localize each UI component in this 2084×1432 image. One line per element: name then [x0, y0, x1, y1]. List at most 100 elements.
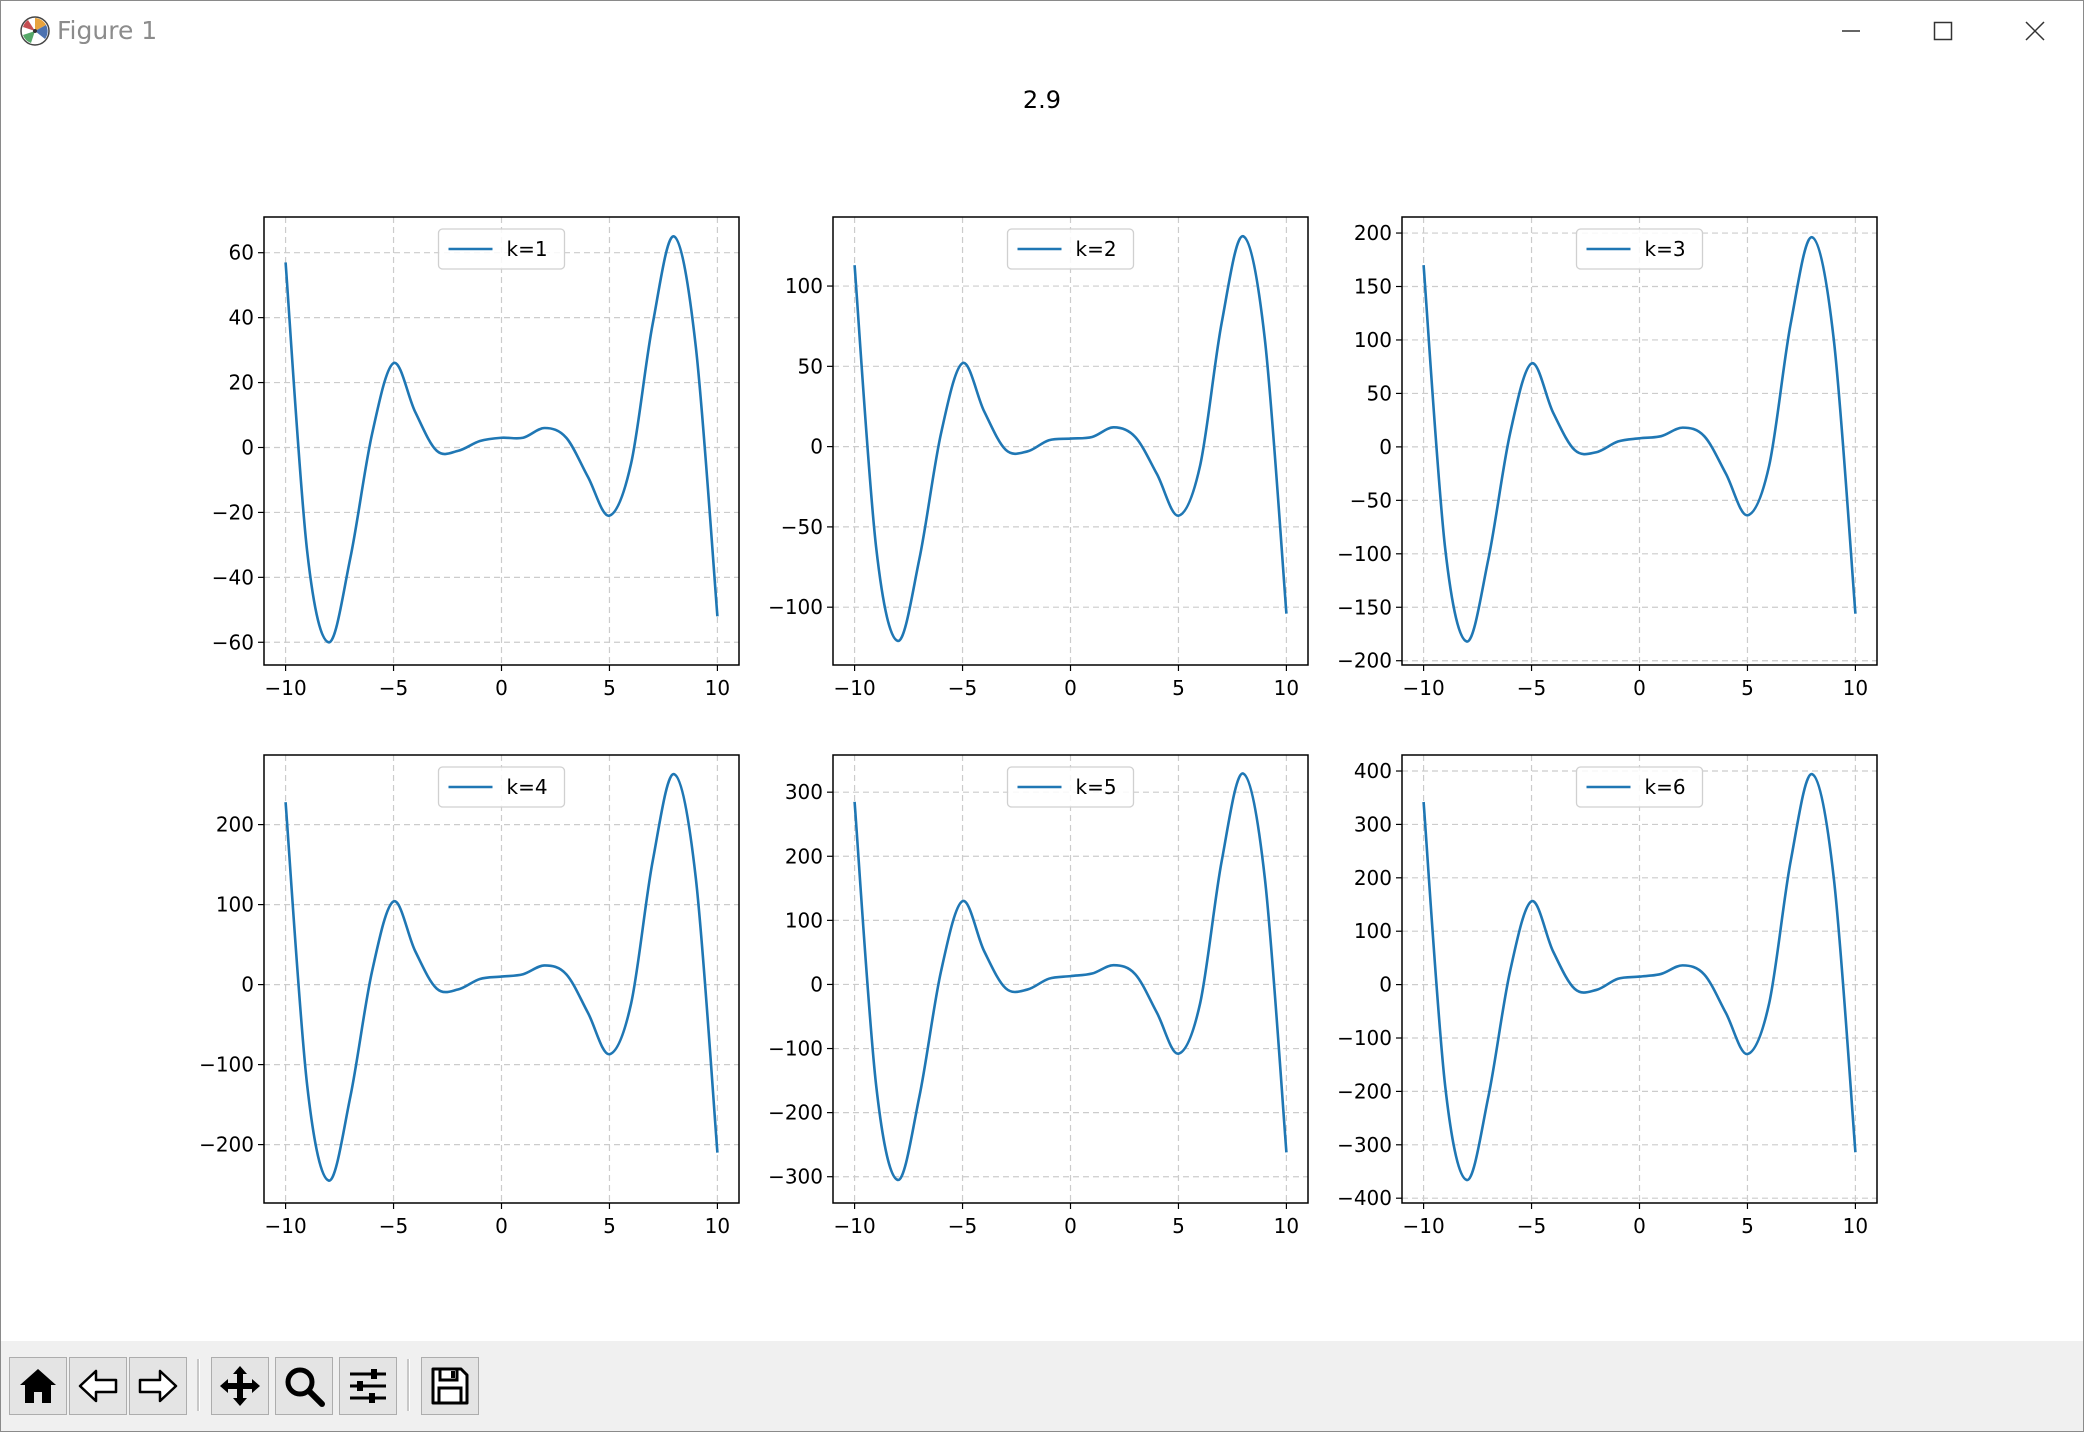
y-tick-label: −200: [1337, 649, 1392, 673]
close-button[interactable]: [1989, 1, 2081, 61]
x-tick-label: 0: [1633, 1214, 1646, 1238]
y-tick-label: −50: [781, 515, 823, 539]
home-icon: [20, 1369, 56, 1403]
x-tick-label: −10: [264, 1214, 306, 1238]
y-tick-label: 200: [785, 844, 823, 868]
y-tick-label: 200: [1354, 866, 1392, 890]
x-tick-label: 5: [1741, 676, 1754, 700]
x-tick-label: 0: [495, 1214, 508, 1238]
y-tick-label: 50: [798, 354, 823, 378]
figure-canvas[interactable]: 2.9 −10 −5 0 5 10 −60 −40 −20 0 20 40 60 k=1 −10 −5 0 5 1…: [1, 61, 2083, 1341]
x-tick-label: −5: [379, 1214, 408, 1238]
legend-box: [437, 766, 566, 808]
y-tick-label: −100: [768, 595, 823, 619]
y-tick-label: −60: [212, 630, 254, 654]
y-tick-label: −300: [768, 1165, 823, 1189]
series-line: [284, 235, 719, 644]
legend-box: [437, 228, 566, 270]
x-tick-label: 5: [1741, 1214, 1754, 1238]
forward-arrow-icon: [138, 1369, 178, 1403]
series-line: [853, 772, 1288, 1182]
forward-button[interactable]: [129, 1357, 187, 1415]
axes-frame: [832, 216, 1309, 666]
y-tick-label: 300: [1354, 812, 1392, 836]
x-tick-label: 5: [1172, 676, 1185, 700]
window-title: Figure 1: [57, 16, 158, 45]
axes-frame: [263, 754, 740, 1204]
back-button[interactable]: [69, 1357, 127, 1415]
y-tick-label: −200: [768, 1101, 823, 1125]
series-line: [1422, 772, 1857, 1182]
maximize-button[interactable]: [1897, 1, 1989, 61]
y-tick-label: 100: [785, 908, 823, 932]
save-button[interactable]: [421, 1357, 479, 1415]
x-tick-label: −10: [833, 676, 875, 700]
x-tick-label: 10: [1843, 1214, 1868, 1238]
y-tick-label: −400: [1337, 1186, 1392, 1210]
toolbar-separator: [197, 1359, 200, 1411]
home-button[interactable]: [9, 1357, 67, 1415]
subplot-6: −10 −5 0 5 10 −400 −300 −200 −100 0 100 200 300 400 k=…: [1337, 754, 1878, 1238]
axes-frame: [832, 754, 1309, 1204]
series-line: [853, 234, 1288, 643]
matplotlib-logo-icon: [20, 16, 50, 46]
y-tick-label: 200: [1354, 221, 1392, 245]
x-tick-label: 10: [705, 676, 730, 700]
x-tick-label: −5: [948, 676, 977, 700]
y-tick-label: 100: [1354, 919, 1392, 943]
x-tick-label: 0: [1633, 676, 1646, 700]
y-tick-label: 20: [229, 371, 254, 395]
pan-button[interactable]: [211, 1357, 269, 1415]
figure-suptitle: 2.9: [1023, 86, 1061, 114]
y-tick-label: 300: [785, 780, 823, 804]
x-tick-label: −10: [1402, 676, 1444, 700]
y-tick-label: −200: [1337, 1079, 1392, 1103]
y-tick-label: −50: [1350, 488, 1392, 512]
legend-label: k=2: [1076, 237, 1117, 261]
minimize-icon: [1842, 30, 1860, 32]
legend-box: [1006, 228, 1135, 270]
save-floppy-icon: [431, 1367, 469, 1405]
configure-subplots-button[interactable]: [339, 1357, 397, 1415]
y-tick-label: −100: [768, 1037, 823, 1061]
x-tick-label: 10: [1274, 676, 1299, 700]
y-tick-label: 50: [1367, 381, 1392, 405]
y-tick-label: 0: [810, 435, 823, 459]
axes-frame: [1401, 754, 1878, 1204]
x-tick-label: 0: [495, 676, 508, 700]
y-tick-label: 0: [241, 973, 254, 997]
y-tick-label: 0: [1379, 973, 1392, 997]
minimize-button[interactable]: [1805, 1, 1897, 61]
subplot-1: −10 −5 0 5 10 −60 −40 −20 0 20 40 60 k=1: [212, 216, 740, 700]
y-tick-label: −200: [199, 1133, 254, 1157]
x-tick-label: 5: [603, 1214, 616, 1238]
x-tick-label: 0: [1064, 1214, 1077, 1238]
y-tick-label: 40: [229, 306, 254, 330]
y-tick-label: 0: [810, 972, 823, 996]
axes-frame: [263, 216, 740, 666]
series-line: [284, 772, 719, 1182]
x-tick-label: −10: [264, 676, 306, 700]
zoom-magnifier-icon: [285, 1367, 325, 1407]
legend-label: k=1: [507, 237, 548, 261]
x-tick-label: 5: [603, 676, 616, 700]
x-tick-label: −5: [948, 1214, 977, 1238]
legend-box: [1575, 766, 1704, 808]
y-tick-label: −100: [1337, 542, 1392, 566]
toolbar-separator: [407, 1359, 410, 1411]
zoom-button[interactable]: [275, 1357, 333, 1415]
title-bar[interactable]: Figure 1: [1, 1, 2083, 61]
legend-box: [1575, 228, 1704, 270]
x-tick-label: 0: [1064, 676, 1077, 700]
legend-label: k=4: [507, 775, 548, 799]
y-tick-label: −100: [1337, 1026, 1392, 1050]
x-tick-label: 10: [1843, 676, 1868, 700]
y-tick-label: −100: [199, 1053, 254, 1077]
subplot-5: −10 −5 0 5 10 −300 −200 −100 0 100 200 300 k=5: [768, 754, 1309, 1238]
x-tick-label: 5: [1172, 1214, 1185, 1238]
close-icon: [2025, 21, 2045, 41]
legend-box: [1006, 766, 1135, 808]
